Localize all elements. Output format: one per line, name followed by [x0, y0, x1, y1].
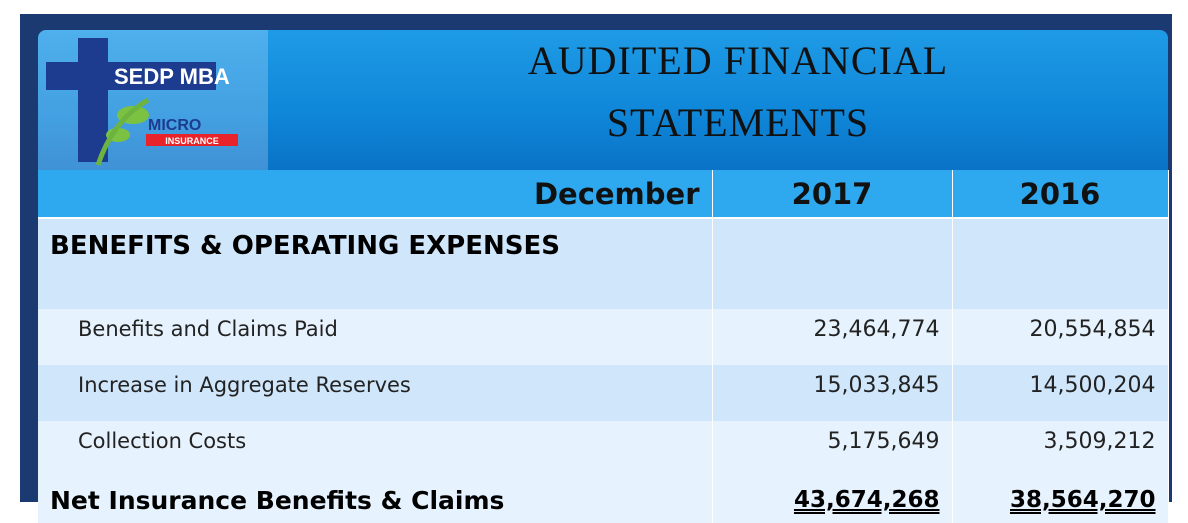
cell	[952, 218, 1169, 309]
title: AUDITED FINANCIAL STATEMENTS	[368, 30, 1108, 154]
logo: SEDP MBA MICRO INSURANCE	[38, 30, 268, 170]
amount: 14,500,204	[952, 365, 1169, 421]
data-row: Increase in Aggregate Reserves 15,033,845…	[38, 365, 1169, 421]
financial-table: December 2017 2016 BENEFITS & OPERATING …	[38, 170, 1169, 523]
cross-vertical	[78, 38, 108, 162]
title-line: STATEMENTS	[606, 100, 870, 145]
banner: SEDP MBA MICRO INSURANCE AUDITED FINANCI…	[38, 30, 1168, 172]
logo-micro: MICRO	[148, 117, 201, 134]
header-cell: 2017	[712, 170, 953, 219]
amount: 23,464,774	[712, 309, 953, 365]
title-line: AUDITED FINANCIAL	[527, 38, 949, 83]
section-row: BENEFITS & OPERATING EXPENSES	[38, 218, 1169, 309]
amount: 43,674,268	[712, 477, 953, 523]
stem	[95, 97, 150, 166]
amount: 20,554,854	[952, 309, 1169, 365]
amount: 5,175,649	[712, 421, 953, 477]
cross-horizontal	[46, 62, 216, 90]
table-body: December 2017 2016 BENEFITS & OPERATING …	[38, 170, 1169, 523]
row-label: Increase in Aggregate Reserves	[38, 365, 713, 421]
header-cell: 2016	[952, 170, 1169, 219]
logo-insurance: INSURANCE	[165, 136, 219, 146]
row-label: Benefits and Claims Paid	[38, 309, 713, 365]
header-cell: December	[38, 170, 713, 219]
logo-tag	[146, 134, 238, 146]
row-label: Net Insurance Benefits & Claims	[38, 477, 713, 523]
cell	[712, 218, 953, 309]
amount: 15,033,845	[712, 365, 953, 421]
logo-name: SEDP MBA	[114, 64, 230, 89]
header-row: December 2017 2016	[38, 170, 1169, 219]
data-row: Collection Costs 5,175,649 3,509,212	[38, 421, 1169, 477]
data-row: Benefits and Claims Paid 23,464,774 20,554…	[38, 309, 1169, 365]
amount: 38,564,270	[952, 477, 1169, 523]
section-label: BENEFITS & OPERATING EXPENSES	[38, 218, 713, 309]
amount: 3,509,212	[952, 421, 1169, 477]
row-label: Collection Costs	[38, 421, 713, 477]
logo-bg	[38, 30, 268, 170]
total-row: Net Insurance Benefits & Claims 43,674,26…	[38, 477, 1169, 523]
page: SEDP MBA MICRO INSURANCE AUDITED FINANCI…	[20, 14, 1172, 523]
